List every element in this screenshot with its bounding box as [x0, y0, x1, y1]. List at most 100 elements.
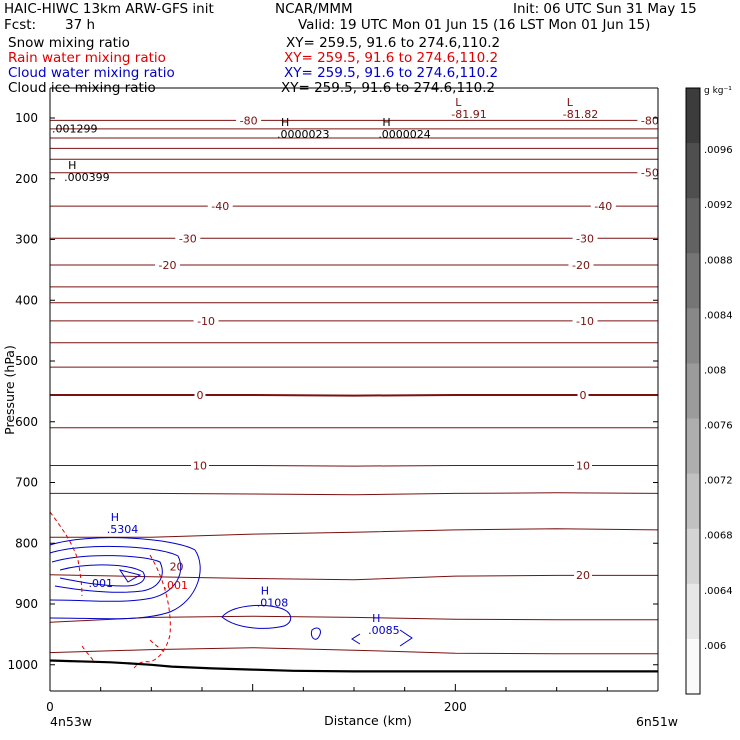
- header-fcst-value: 37 h: [65, 17, 96, 33]
- field-xy-snow: XY= 259.5, 91.6 to 274.6,110.2: [286, 35, 501, 51]
- cloud-water-contour: [49, 545, 182, 602]
- header-org: NCAR/MMM: [275, 1, 353, 17]
- contour-label-bg: [193, 314, 219, 327]
- colorbar-segment: [686, 253, 700, 309]
- extremum-value: .0085: [368, 624, 400, 637]
- extremum-value: .001299: [52, 122, 98, 135]
- x-tick-label: 200: [444, 700, 467, 714]
- cloud-water-contour: [51, 555, 163, 593]
- colorbar: g kg⁻¹ .0096 .0092 .0088 .0084 .008 .0076 .0072…: [685, 86, 733, 695]
- colorbar-segment: [686, 418, 700, 475]
- contour-label-bg: [590, 200, 616, 213]
- extremum-mark: H: [111, 511, 119, 524]
- cloud-water-contour: [49, 537, 201, 620]
- extremum-value: -81.82: [563, 108, 598, 121]
- extremum-value: .0108: [257, 596, 289, 609]
- header-title: HAIC-HIWC 13km ARW-GFS init: [4, 1, 214, 17]
- header-init: Init: 06 UTC Sun 31 May 15: [513, 1, 697, 17]
- colorbar-tick-label: .0068: [704, 531, 733, 542]
- contour-label-bg: [155, 259, 181, 272]
- x-axis-title: Distance (km): [324, 713, 412, 728]
- temperature-contour-line: [49, 574, 658, 581]
- colorbar-tick-label: .0092: [704, 200, 733, 211]
- extremum-mark: H: [68, 159, 76, 172]
- colorbar-tick-label: .0072: [704, 476, 733, 487]
- extremum-mark: H: [372, 612, 380, 625]
- contour-label-bg: [574, 459, 593, 472]
- colorbar-tick-label: .0096: [704, 145, 733, 156]
- temperature-contour-label: -10: [576, 315, 594, 328]
- temperature-contour-line: [50, 394, 658, 397]
- terrain-line: [49, 659, 658, 673]
- temperature-contour-line: [50, 465, 658, 467]
- cloud-water-contour: [399, 629, 413, 647]
- contour-label-bg: [194, 389, 206, 402]
- temperature-contour-label: -40: [594, 200, 612, 213]
- colorbar-segment: [686, 363, 700, 420]
- cloud-water-contours: [49, 537, 413, 647]
- extremum-value: .5304: [107, 523, 139, 536]
- cloud-water-contour: [351, 633, 361, 645]
- colorbar-tick-label: .0088: [704, 255, 733, 266]
- y-tick-label: 700: [15, 476, 38, 490]
- contour-label-bg: [236, 114, 262, 127]
- colorbar-segment: [686, 308, 700, 364]
- colorbar-segment: [686, 473, 700, 530]
- contour-value-label: .001: [163, 579, 188, 592]
- colorbar-unit: g kg⁻¹: [704, 86, 732, 96]
- temperature-contour-label: 10: [193, 459, 207, 472]
- temperature-contour-label: -20: [159, 259, 177, 272]
- colorbar-tick-label: .0064: [704, 586, 733, 597]
- extremum-value: .0000024: [378, 128, 431, 141]
- y-tick-label: 900: [15, 597, 38, 611]
- rain-water-contour: [133, 554, 171, 669]
- field-xy-rain: XY= 259.5, 91.6 to 274.6,110.2: [284, 50, 499, 66]
- temperature-contour-label: -20: [572, 259, 590, 272]
- extremum-mark: H: [382, 116, 390, 129]
- extremum-value: .0000023: [277, 128, 330, 141]
- cloud-water-contour: [221, 604, 292, 629]
- rain-water-contour: [149, 639, 165, 653]
- extremum-mark: L: [567, 96, 574, 109]
- contour-label-bg: [637, 114, 663, 127]
- contour-label-bg: [637, 166, 663, 179]
- contour-label-bg: [207, 200, 233, 213]
- contour-label-bg: [572, 232, 598, 245]
- y-tick-label: 200: [15, 172, 38, 186]
- colorbar-segment: [686, 143, 700, 199]
- rain-water-contour: [49, 511, 83, 597]
- rain-water-contour: [81, 645, 95, 663]
- colorbar-tick-label: .0076: [704, 421, 733, 432]
- temperature-contour-label: -30: [179, 232, 197, 245]
- x-endpoint-left: 4n53w: [50, 714, 92, 729]
- contour-label-bg: [574, 568, 593, 581]
- field-name-snow: Snow mixing ratio: [8, 35, 130, 51]
- temperature-contour-label: -50: [641, 167, 659, 180]
- field-name-cloud-water: Cloud water mixing ratio: [8, 65, 175, 81]
- temperature-contour-label: 0: [196, 389, 203, 402]
- colorbar-tick-label: .0084: [704, 310, 733, 321]
- temperature-contour-label: -80: [240, 114, 258, 127]
- cloud-water-contour: [311, 627, 321, 640]
- y-tick-label: 1000: [7, 658, 38, 672]
- extremum-value: -81.91: [451, 108, 486, 121]
- contour-label-bg: [577, 389, 589, 402]
- cloud-water-contour: [118, 569, 142, 583]
- y-tick-label: 100: [15, 111, 38, 125]
- colorbar-segment: [686, 638, 700, 695]
- temperature-contour-line: [50, 528, 659, 538]
- extremum-value: .000399: [64, 171, 110, 184]
- temperature-contour-label: -30: [576, 232, 594, 245]
- contour-labels: -80 -80 -50 -40 -40 -30 -30 -20 -20 -10 -10 0 0 10 10 2…: [52, 96, 663, 637]
- colorbar-segment: [686, 198, 700, 254]
- contour-label-bg: [568, 259, 594, 272]
- extremum-mark: L: [455, 96, 462, 109]
- extremum-mark: H: [281, 116, 289, 129]
- colorbar-segment: [686, 88, 700, 144]
- temperature-contour-line: [49, 647, 658, 655]
- colorbar-tick-label: .006: [704, 641, 726, 652]
- temperature-contours: [49, 119, 659, 655]
- contour-value-label: 20: [170, 561, 184, 574]
- contour-value-label: .001: [89, 577, 114, 590]
